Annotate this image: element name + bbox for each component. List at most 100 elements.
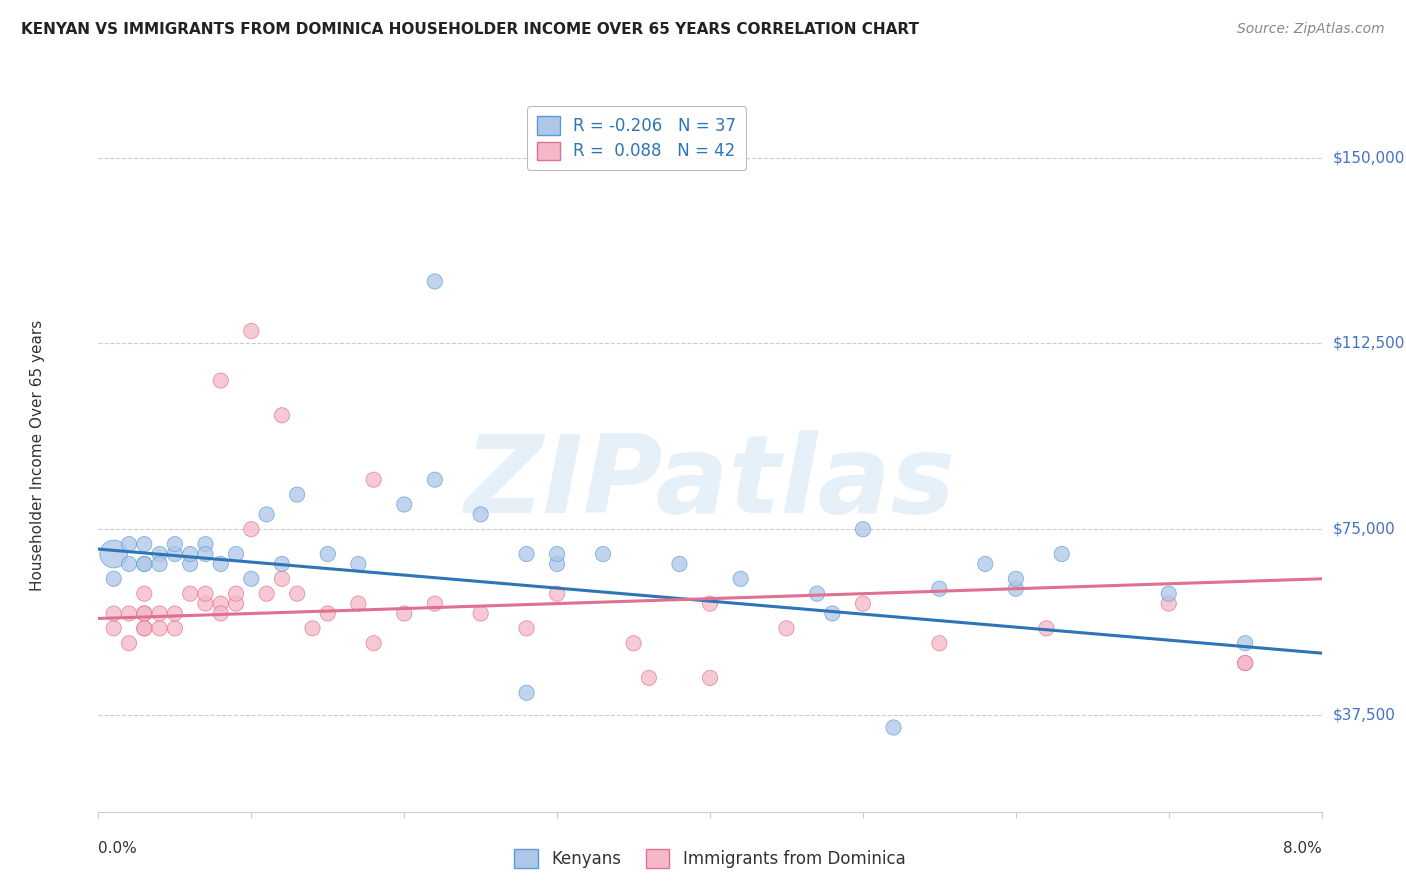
Text: KENYAN VS IMMIGRANTS FROM DOMINICA HOUSEHOLDER INCOME OVER 65 YEARS CORRELATION : KENYAN VS IMMIGRANTS FROM DOMINICA HOUSE…: [21, 22, 920, 37]
Point: [103, 621, 125, 635]
Point: [134, 607, 156, 621]
Point: [209, 597, 232, 611]
Point: [209, 557, 232, 571]
Text: ZIPatlas: ZIPatlas: [464, 431, 956, 536]
Point: [240, 522, 263, 536]
Point: [103, 572, 125, 586]
Point: [974, 557, 997, 571]
Point: [209, 374, 232, 388]
Point: [1035, 621, 1057, 635]
Point: [103, 547, 125, 561]
Point: [118, 607, 141, 621]
Point: [316, 547, 339, 561]
Point: [118, 557, 141, 571]
Point: [270, 409, 294, 423]
Text: 8.0%: 8.0%: [1282, 841, 1322, 856]
Point: [163, 621, 186, 635]
Point: [285, 487, 308, 501]
Point: [852, 522, 875, 536]
Point: [134, 607, 156, 621]
Point: [179, 547, 201, 561]
Point: [347, 597, 370, 611]
Point: [134, 557, 156, 571]
Point: [1234, 656, 1257, 670]
Point: [134, 537, 156, 551]
Point: [240, 324, 263, 338]
Point: [806, 587, 828, 601]
Point: [149, 557, 172, 571]
Point: [928, 636, 950, 650]
Point: [470, 508, 492, 522]
Point: [179, 587, 201, 601]
Point: [149, 621, 172, 635]
Point: [1157, 587, 1180, 601]
Point: [592, 547, 614, 561]
Point: [1050, 547, 1073, 561]
Point: [423, 473, 446, 487]
Point: [852, 597, 875, 611]
Point: [240, 572, 263, 586]
Point: [1234, 636, 1257, 650]
Point: [163, 607, 186, 621]
Point: [225, 547, 247, 561]
Text: $75,000: $75,000: [1333, 522, 1396, 537]
Point: [546, 587, 568, 601]
Point: [163, 537, 186, 551]
Point: [134, 621, 156, 635]
Text: Source: ZipAtlas.com: Source: ZipAtlas.com: [1237, 22, 1385, 37]
Point: [118, 636, 141, 650]
Point: [256, 508, 278, 522]
Point: [730, 572, 752, 586]
Point: [392, 607, 416, 621]
Point: [623, 636, 645, 650]
Point: [316, 607, 339, 621]
Point: [149, 547, 172, 561]
Point: [149, 607, 172, 621]
Point: [1234, 656, 1257, 670]
Point: [546, 547, 568, 561]
Point: [470, 607, 492, 621]
Point: [179, 557, 201, 571]
Point: [883, 721, 905, 735]
Point: [1004, 572, 1026, 586]
Point: [699, 597, 721, 611]
Point: [194, 537, 217, 551]
Point: [225, 587, 247, 601]
Point: [516, 621, 538, 635]
Point: [194, 547, 217, 561]
Text: 0.0%: 0.0%: [98, 841, 138, 856]
Point: [285, 587, 308, 601]
Point: [103, 607, 125, 621]
Point: [270, 572, 294, 586]
Point: [423, 275, 446, 289]
Point: [546, 557, 568, 571]
Point: [118, 537, 141, 551]
Point: [637, 671, 661, 685]
Point: [821, 607, 844, 621]
Point: [209, 607, 232, 621]
Point: [347, 557, 370, 571]
Text: Householder Income Over 65 years: Householder Income Over 65 years: [30, 319, 45, 591]
Point: [928, 582, 950, 596]
Point: [516, 547, 538, 561]
Point: [516, 686, 538, 700]
Point: [194, 587, 217, 601]
Point: [775, 621, 797, 635]
Point: [363, 473, 385, 487]
Point: [301, 621, 323, 635]
Point: [134, 557, 156, 571]
Point: [668, 557, 690, 571]
Point: [699, 671, 721, 685]
Point: [270, 557, 294, 571]
Point: [225, 597, 247, 611]
Text: $150,000: $150,000: [1333, 150, 1405, 165]
Text: $37,500: $37,500: [1333, 707, 1396, 723]
Point: [363, 636, 385, 650]
Legend: Kenyans, Immigrants from Dominica: Kenyans, Immigrants from Dominica: [508, 843, 912, 875]
Point: [423, 597, 446, 611]
Point: [256, 587, 278, 601]
Point: [163, 547, 186, 561]
Point: [1157, 597, 1180, 611]
Point: [134, 621, 156, 635]
Point: [194, 597, 217, 611]
